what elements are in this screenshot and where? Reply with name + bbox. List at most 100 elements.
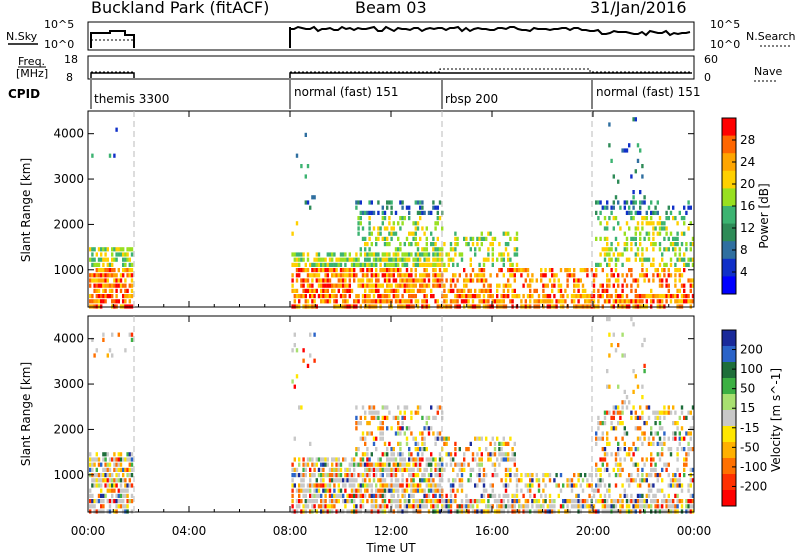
colorbar-swatch [722, 153, 736, 172]
data-cell [408, 483, 411, 488]
data-cell [416, 504, 420, 509]
data-cell [344, 262, 347, 267]
data-cell [115, 499, 118, 504]
data-cell [381, 257, 384, 262]
data-cell [608, 299, 611, 304]
data-cell [401, 216, 404, 221]
data-cell [507, 268, 510, 273]
data-cell [630, 299, 633, 304]
data-cell [320, 299, 323, 304]
data-cell [430, 288, 433, 293]
data-cell [311, 299, 314, 304]
data-cell [474, 457, 477, 462]
data-cell [421, 200, 424, 205]
data-cell [124, 257, 127, 262]
data-cell [122, 493, 125, 498]
data-cell [610, 205, 613, 210]
data-cell [302, 473, 305, 478]
data-cell [606, 236, 609, 241]
data-cell [617, 405, 620, 410]
data-cell [685, 299, 688, 304]
data-cell [436, 483, 439, 488]
data-cell [454, 247, 457, 252]
data-cell [379, 462, 382, 467]
data-cell [592, 504, 596, 509]
data-cell [509, 473, 512, 478]
data-cell [654, 242, 657, 247]
data-cell [590, 268, 593, 273]
data-cell [579, 483, 582, 488]
data-cell [397, 247, 400, 252]
data-cell [625, 221, 629, 226]
data-cell [89, 488, 92, 493]
data-cell [658, 473, 662, 478]
data-cell [397, 299, 400, 304]
data-cell [97, 257, 101, 262]
data-cell [674, 299, 677, 304]
data-cell [410, 278, 413, 283]
data-cell [610, 499, 613, 504]
data-cell [628, 268, 631, 273]
data-cell [375, 299, 378, 304]
colorbar-swatch [722, 490, 736, 507]
colorbar-tick-label: 24 [740, 155, 755, 169]
data-cell [410, 288, 413, 293]
data-cell [526, 504, 530, 509]
data-cell [377, 273, 380, 278]
data-cell [612, 273, 615, 278]
data-cell [130, 483, 134, 488]
data-cell [595, 210, 598, 215]
data-cell [346, 299, 349, 304]
data-cell [487, 252, 490, 257]
data-cell [410, 283, 413, 288]
data-cell [119, 467, 123, 472]
data-cell [617, 221, 620, 226]
data-cell [126, 257, 129, 262]
data-cell [410, 452, 413, 457]
data-cell [126, 473, 129, 478]
data-cell [489, 452, 492, 457]
data-cell [432, 247, 435, 252]
data-cell [293, 262, 296, 267]
data-cell [333, 483, 336, 488]
data-cell [130, 273, 134, 278]
data-cell [390, 226, 393, 231]
data-cell [115, 473, 118, 478]
nave-tick-bottom: 0 [704, 71, 711, 84]
data-cell [601, 247, 604, 252]
data-cell [482, 262, 486, 267]
data-cell [370, 483, 373, 488]
data-cell [126, 467, 129, 472]
data-cell [568, 499, 571, 504]
data-cell [476, 236, 479, 241]
data-cell [102, 337, 105, 342]
data-cell [97, 493, 101, 498]
data-cell [408, 273, 411, 278]
data-cell [529, 488, 532, 493]
data-cell [108, 499, 112, 504]
data-cell [353, 493, 356, 498]
data-cell [344, 478, 347, 483]
data-cell [115, 483, 118, 488]
data-cell [553, 499, 556, 504]
data-cell [412, 257, 415, 262]
data-cell [108, 348, 112, 353]
data-cell [588, 473, 591, 478]
nsky-tick-bottom: 10^0 [44, 38, 75, 51]
data-cell [691, 499, 695, 504]
data-cell [507, 441, 510, 446]
data-cell [339, 294, 343, 299]
data-cell [445, 299, 448, 304]
data-cell [441, 473, 444, 478]
data-cell [291, 262, 294, 267]
data-cell [599, 493, 602, 498]
data-cell [650, 457, 653, 462]
data-cell [623, 389, 626, 394]
data-cell [403, 288, 406, 293]
data-cell [645, 493, 648, 498]
data-cell [619, 493, 622, 498]
data-cell [634, 415, 637, 420]
data-cell [507, 467, 510, 472]
data-cell [487, 299, 490, 304]
data-cell [128, 257, 131, 262]
